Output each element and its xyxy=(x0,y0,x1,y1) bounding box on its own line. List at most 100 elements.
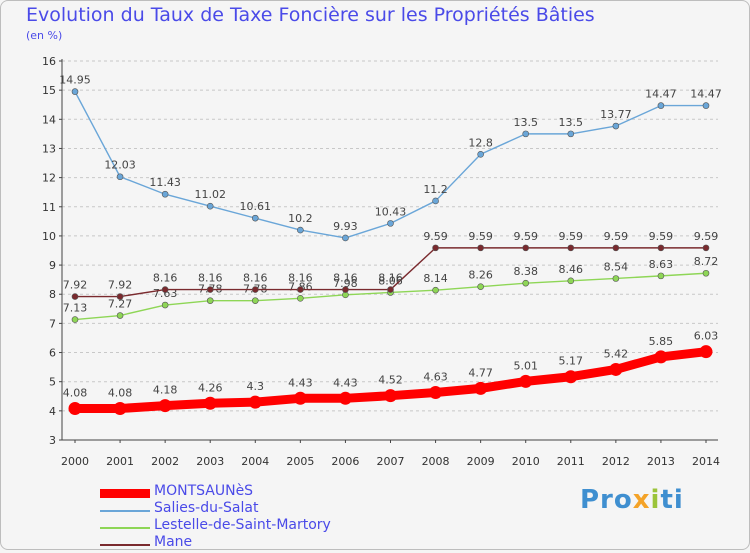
data-point xyxy=(297,286,304,293)
data-point xyxy=(251,286,259,293)
data-label: 5.01 xyxy=(513,359,538,372)
data-label: 4.26 xyxy=(198,381,223,394)
data-label: 13.77 xyxy=(600,108,632,121)
data-label: 9.59 xyxy=(604,230,629,243)
data-point xyxy=(612,275,620,282)
x-tick-label: 2000 xyxy=(61,455,89,468)
data-label: 8.38 xyxy=(513,265,538,278)
data-point xyxy=(522,244,530,252)
y-tick-label: 14 xyxy=(42,113,56,126)
data-point xyxy=(297,226,304,234)
unit-label: (en %) xyxy=(26,29,63,42)
data-label: 4.08 xyxy=(63,387,88,400)
data-label: 8.46 xyxy=(559,263,584,276)
data-point xyxy=(71,316,79,323)
data-label: 5.85 xyxy=(649,335,674,348)
legend-label: Mane xyxy=(154,534,193,550)
data-point xyxy=(477,244,484,252)
data-point xyxy=(429,385,443,399)
data-label: 8.16 xyxy=(153,272,178,285)
data-point xyxy=(432,286,439,294)
data-point xyxy=(116,312,124,319)
x-tick-label: 2005 xyxy=(286,455,314,468)
y-tick-label: 7 xyxy=(49,317,56,330)
data-point xyxy=(567,277,575,285)
data-point xyxy=(612,122,620,130)
data-label: 11.43 xyxy=(149,176,181,189)
x-tick-label: 2013 xyxy=(647,455,675,468)
data-point xyxy=(654,350,668,364)
data-point xyxy=(113,402,127,416)
legend-label: Lestelle-de-Saint-Martory xyxy=(154,517,331,533)
data-label: 14.47 xyxy=(645,88,677,101)
data-point xyxy=(522,279,530,287)
x-tick-label: 2012 xyxy=(602,455,630,468)
data-label: 4.63 xyxy=(423,370,448,383)
data-label: 11.2 xyxy=(423,183,448,196)
x-tick-label: 2011 xyxy=(557,455,585,468)
data-point xyxy=(432,197,439,205)
data-point xyxy=(158,399,172,413)
data-point xyxy=(657,102,665,109)
data-label: 8.16 xyxy=(378,272,403,285)
data-point xyxy=(432,244,439,252)
data-point xyxy=(657,272,665,280)
data-label: 7.27 xyxy=(108,298,133,311)
data-point xyxy=(297,295,304,302)
data-point xyxy=(477,283,484,290)
data-label: 10.61 xyxy=(240,200,272,213)
data-point xyxy=(342,286,349,293)
data-label: 9.93 xyxy=(333,220,358,233)
data-label: 13.5 xyxy=(513,116,538,129)
data-point xyxy=(203,396,217,410)
x-tick-label: 2010 xyxy=(512,455,540,468)
data-label: 14.47 xyxy=(690,88,722,101)
proxiti-logo: Proxiti xyxy=(580,485,684,515)
data-point xyxy=(519,374,533,388)
data-label: 9.59 xyxy=(423,230,448,243)
data-label: 12.8 xyxy=(468,136,493,149)
x-tick-label: 2014 xyxy=(692,455,720,468)
data-point xyxy=(474,381,488,395)
data-point xyxy=(477,150,484,158)
data-label: 12.03 xyxy=(104,159,136,172)
data-point xyxy=(293,391,307,405)
data-label: 4.43 xyxy=(288,376,313,389)
data-label: 11.02 xyxy=(194,188,226,201)
data-label: 8.63 xyxy=(649,258,674,271)
data-label: 8.26 xyxy=(468,269,493,282)
y-tick-label: 10 xyxy=(42,230,56,243)
data-point xyxy=(251,214,259,222)
y-tick-label: 8 xyxy=(49,288,56,301)
data-point xyxy=(612,244,620,252)
data-point xyxy=(702,244,710,252)
data-point xyxy=(702,102,710,109)
data-label: 10.43 xyxy=(375,205,407,218)
series-montsaun-s: 4.08 4.08 4.18 4.26 4.3 4.43 4.43 4.52 4.63 4.77 5… xyxy=(63,330,718,416)
data-point xyxy=(522,130,530,138)
x-tick-label: 2007 xyxy=(377,455,405,468)
data-label: 4.77 xyxy=(468,366,493,379)
data-point xyxy=(161,190,169,198)
data-point xyxy=(657,244,665,252)
data-label: 7.92 xyxy=(63,279,88,292)
data-point xyxy=(161,301,169,309)
data-label: 9.59 xyxy=(649,230,674,243)
legend-swatch xyxy=(100,510,150,512)
data-point xyxy=(609,362,623,376)
data-label: 5.17 xyxy=(559,355,584,368)
data-point xyxy=(387,220,394,227)
y-tick-label: 13 xyxy=(42,142,56,155)
data-point xyxy=(699,345,713,359)
data-label: 9.59 xyxy=(513,230,538,243)
data-point xyxy=(702,269,710,277)
y-tick-label: 4 xyxy=(49,405,56,418)
data-point xyxy=(387,286,394,293)
data-point xyxy=(116,173,124,181)
data-point xyxy=(206,202,214,210)
x-tick-label: 2004 xyxy=(241,455,269,468)
line-chart: 3 4 5 6 7 8 9 10 11 12 13 14 15 16 2000 2001 2002 2003 200… xyxy=(42,55,722,468)
data-point xyxy=(564,370,578,384)
data-label: 9.59 xyxy=(559,230,584,243)
data-point xyxy=(71,293,79,300)
